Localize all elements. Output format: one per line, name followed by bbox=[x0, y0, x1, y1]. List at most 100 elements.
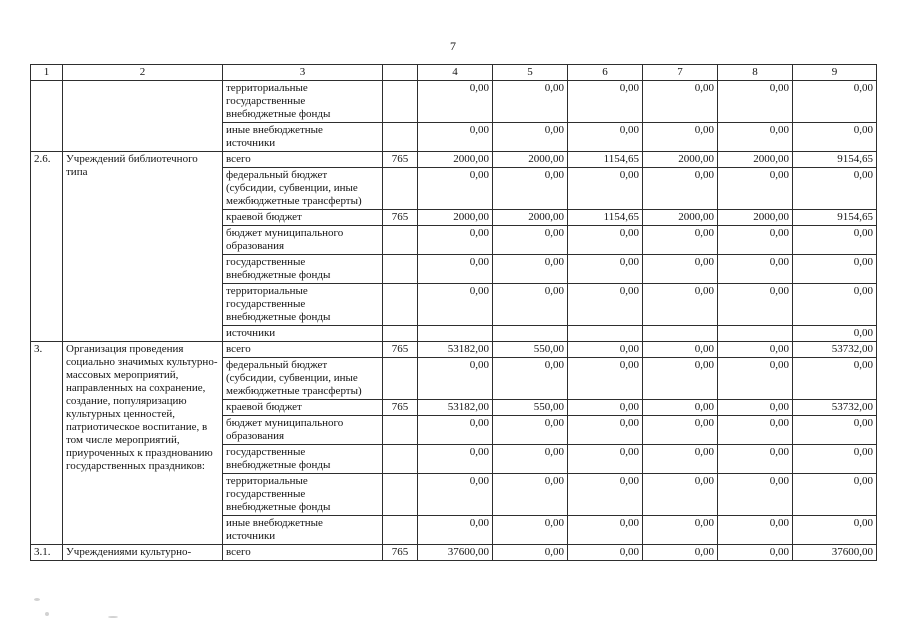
value-cell: 2000,00 bbox=[417, 151, 493, 168]
value-cell: 2000,00 bbox=[642, 209, 718, 226]
value-cell: 0,00 bbox=[567, 399, 643, 416]
value-cell: 0,00 bbox=[417, 415, 493, 445]
budget-type-cell: бюджет муниципального образования bbox=[222, 415, 383, 445]
value-cell: 0,00 bbox=[492, 544, 568, 561]
value-cell: 0,00 bbox=[417, 473, 493, 516]
budget-type-cell: иные внебюджетные источники bbox=[222, 122, 383, 152]
value-cell: 0,00 bbox=[792, 167, 877, 210]
table-row: 3. Организация проведения социально знач… bbox=[30, 341, 877, 545]
grbs-code-cell bbox=[382, 415, 418, 445]
budget-type-cell: краевой бюджет bbox=[222, 209, 383, 226]
value-cell: 0,00 bbox=[717, 515, 793, 545]
budget-type-cell: бюджет муниципального образования bbox=[222, 225, 383, 255]
value-cell: 0,00 bbox=[792, 444, 877, 474]
table-row: бюджет муниципального образования 0,00 0… bbox=[31, 415, 877, 445]
value-cell: 0,00 bbox=[717, 341, 793, 358]
grbs-code-cell bbox=[382, 515, 418, 545]
grbs-code-cell: 765 bbox=[382, 151, 418, 168]
value-cell: 0,00 bbox=[642, 225, 718, 255]
value-cell: 0,00 bbox=[642, 544, 718, 561]
value-cell: 0,00 bbox=[492, 80, 568, 123]
scan-artifact bbox=[108, 616, 118, 618]
column-header: 7 bbox=[642, 64, 718, 81]
value-cell: 0,00 bbox=[792, 515, 877, 545]
budget-type-cell: всего bbox=[222, 151, 383, 168]
value-cell: 0,00 bbox=[492, 444, 568, 474]
value-cell: 0,00 bbox=[567, 357, 643, 400]
row-number-cell: 2.6. bbox=[30, 151, 63, 342]
table-row: государственные внебюджетные фонды 0,00 … bbox=[31, 254, 877, 284]
value-cell: 0,00 bbox=[717, 544, 793, 561]
budget-type-cell: краевой бюджет bbox=[222, 399, 383, 416]
value-cell: 0,00 bbox=[717, 283, 793, 326]
scan-artifact bbox=[45, 612, 49, 616]
page-number: 7 bbox=[450, 39, 456, 53]
value-cell: 0,00 bbox=[492, 283, 568, 326]
value-cell: 0,00 bbox=[792, 357, 877, 400]
table-row: иные внебюджетные источники 0,00 0,00 0,… bbox=[31, 122, 877, 152]
value-cell: 0,00 bbox=[642, 473, 718, 516]
table-row: источники 0,00 bbox=[31, 325, 877, 342]
value-cell: 0,00 bbox=[642, 415, 718, 445]
value-cell: 0,00 bbox=[567, 341, 643, 358]
table-row: краевой бюджет 765 53182,00 550,00 0,00 … bbox=[31, 399, 877, 416]
value-cell: 0,00 bbox=[642, 515, 718, 545]
value-cell: 0,00 bbox=[717, 473, 793, 516]
header-row: 1 2 3 4 5 6 7 8 9 bbox=[30, 64, 877, 81]
row-number-cell bbox=[30, 80, 63, 152]
value-cell: 0,00 bbox=[417, 444, 493, 474]
value-cell: 550,00 bbox=[492, 399, 568, 416]
value-cell: 0,00 bbox=[642, 254, 718, 284]
value-cell: 0,00 bbox=[717, 444, 793, 474]
budget-type-cell: всего bbox=[222, 544, 383, 561]
column-header bbox=[382, 64, 418, 81]
value-cell: 0,00 bbox=[792, 254, 877, 284]
value-cell: 0,00 bbox=[567, 444, 643, 474]
budget-type-cell: иные внебюджетные источники bbox=[222, 515, 383, 545]
budget-table: 1 2 3 4 5 6 7 8 9 территориальные госуда… bbox=[30, 64, 877, 561]
budget-type-cell: государственные внебюджетные фонды bbox=[222, 444, 383, 474]
value-cell: 0,00 bbox=[792, 415, 877, 445]
grbs-code-cell bbox=[382, 325, 418, 342]
value-cell: 0,00 bbox=[642, 80, 718, 123]
grbs-code-cell bbox=[382, 357, 418, 400]
value-cell: 9154,65 bbox=[792, 209, 877, 226]
value-cell: 0,00 bbox=[717, 254, 793, 284]
value-cell: 0,00 bbox=[492, 167, 568, 210]
value-cell: 2000,00 bbox=[642, 151, 718, 168]
column-header: 4 bbox=[417, 64, 493, 81]
table-row: территориальные государственные внебюдже… bbox=[30, 80, 877, 152]
row-number-cell: 3.1. bbox=[30, 544, 63, 561]
value-cell: 0,00 bbox=[642, 444, 718, 474]
table-row: территориальные государственные внебюдже… bbox=[31, 473, 877, 516]
value-cell: 1154,65 bbox=[567, 151, 643, 168]
value-cell: 0,00 bbox=[417, 357, 493, 400]
value-cell: 0,00 bbox=[567, 80, 643, 123]
item-name-cell: Учреждениями культурно- bbox=[62, 544, 223, 561]
value-cell: 0,00 bbox=[792, 80, 877, 123]
item-name-cell: Учреждений библиотечного типа bbox=[62, 151, 223, 342]
value-cell bbox=[492, 325, 568, 342]
value-cell: 0,00 bbox=[717, 225, 793, 255]
value-cell: 2000,00 bbox=[717, 209, 793, 226]
value-cell: 0,00 bbox=[567, 415, 643, 445]
column-header: 9 bbox=[792, 64, 877, 81]
column-header: 2 bbox=[62, 64, 223, 81]
grbs-code-cell: 765 bbox=[382, 399, 418, 416]
value-cell: 0,00 bbox=[792, 473, 877, 516]
value-cell: 0,00 bbox=[567, 283, 643, 326]
grbs-code-cell: 765 bbox=[382, 209, 418, 226]
value-cell: 53182,00 bbox=[417, 341, 493, 358]
value-cell: 0,00 bbox=[417, 225, 493, 255]
value-cell: 37600,00 bbox=[417, 544, 493, 561]
table-row: государственные внебюджетные фонды 0,00 … bbox=[31, 444, 877, 474]
value-cell: 2000,00 bbox=[492, 151, 568, 168]
value-cell: 0,00 bbox=[567, 122, 643, 152]
value-cell: 0,00 bbox=[792, 325, 877, 342]
value-cell: 53732,00 bbox=[792, 341, 877, 358]
value-cell: 0,00 bbox=[417, 122, 493, 152]
value-cell: 0,00 bbox=[792, 283, 877, 326]
value-cell: 0,00 bbox=[492, 415, 568, 445]
budget-type-cell: федеральный бюджет (субсидии, субвенции,… bbox=[222, 167, 383, 210]
budget-type-cell: источники bbox=[222, 325, 383, 342]
